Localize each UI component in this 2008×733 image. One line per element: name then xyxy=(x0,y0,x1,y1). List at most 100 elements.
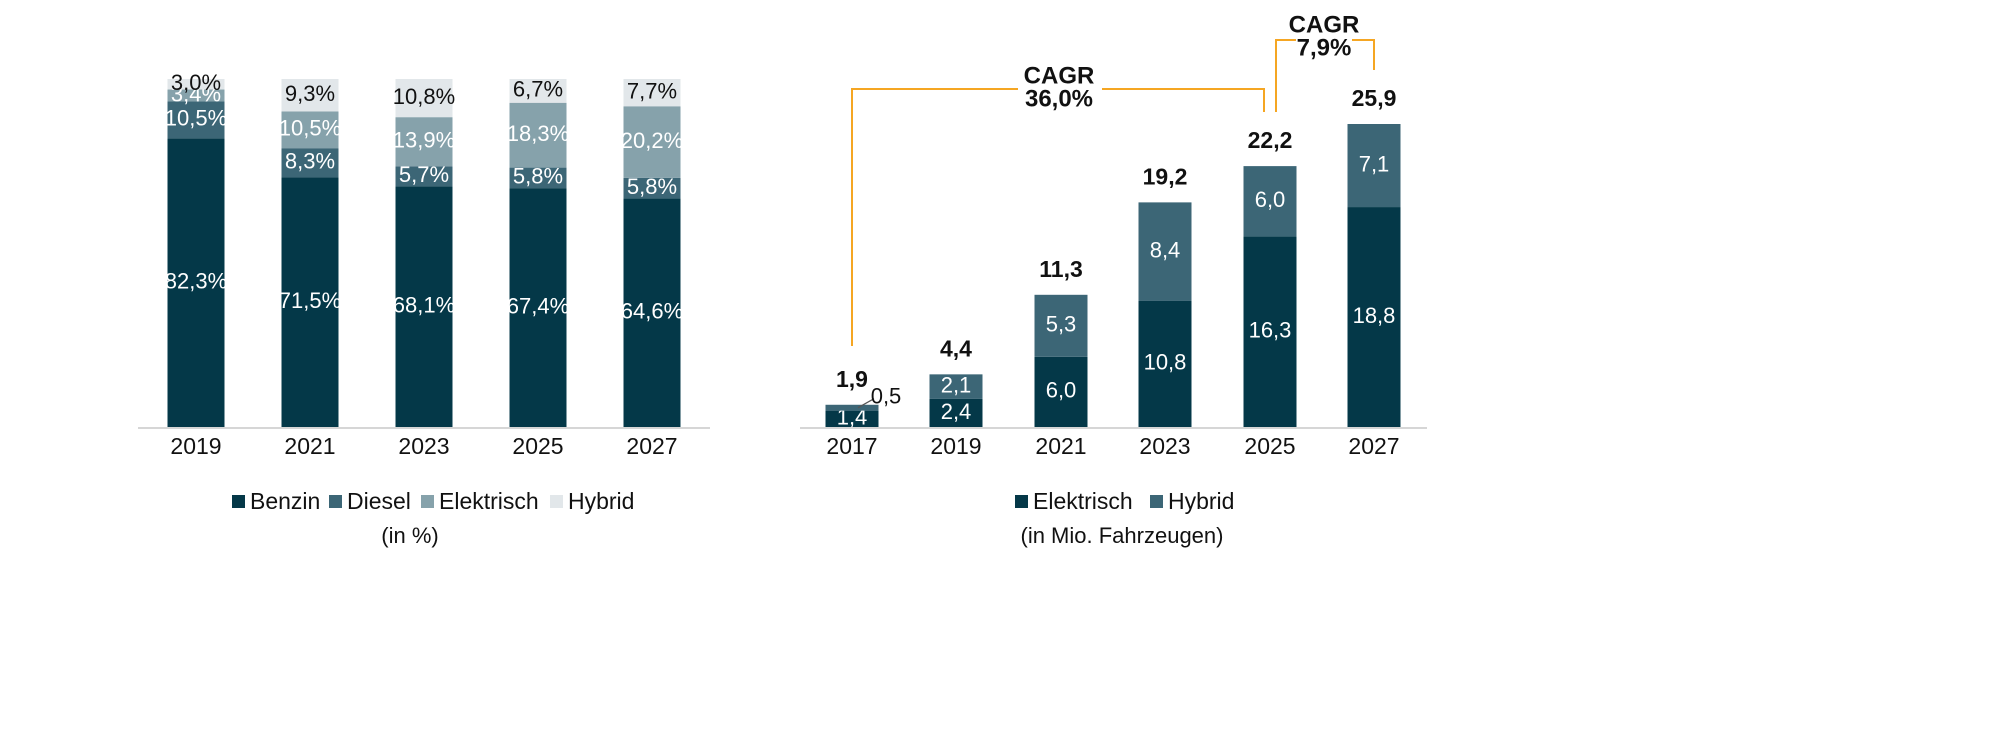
bar-segment-elektrisch-2023 xyxy=(395,117,453,167)
data-label-hybrid-2019: 3,0% xyxy=(171,70,221,95)
bar-segment-benzin-2027 xyxy=(623,198,681,427)
bar-segment-benzin-2021 xyxy=(281,177,339,427)
cagr-value-2: 7,9% xyxy=(1297,34,1352,61)
cagr-label-2: CAGR xyxy=(1289,11,1360,38)
bar-segment-hybrid-2025 xyxy=(509,79,567,103)
bar-segment-diesel-2021 xyxy=(281,148,339,178)
x-tick-label-2019: 2019 xyxy=(930,433,981,459)
x-tick-label-2021: 2021 xyxy=(284,433,335,459)
bar-segment-benzin-2019 xyxy=(167,138,225,427)
data-label-hybrid-2025: 6,7% xyxy=(513,77,563,102)
x-tick-label-2027: 2027 xyxy=(1348,433,1399,459)
data-label-elektrisch-2023: 13,9% xyxy=(393,128,455,153)
data-label-hybrid-2027: 7,1 xyxy=(1359,151,1390,176)
data-label-elektrisch-2019: 2,4 xyxy=(941,399,972,424)
bar-segment-elektrisch-2023 xyxy=(1138,300,1192,427)
legend-label-elektrisch: Elektrisch xyxy=(439,488,539,514)
bar-segment-hybrid-2027 xyxy=(623,79,681,107)
data-label-benzin-2019: 82,3% xyxy=(165,268,227,293)
data-label-hybrid-2025: 6,0 xyxy=(1255,187,1286,212)
bar-segment-elektrisch-2027 xyxy=(1347,207,1401,427)
x-tick-label-2023: 2023 xyxy=(1139,433,1190,459)
cagr-bracket-2017-2025 xyxy=(851,88,1265,346)
bar-segment-hybrid-2017 xyxy=(825,404,879,411)
data-label-hybrid-2019: 2,1 xyxy=(941,372,972,397)
bar-segment-elektrisch-2025 xyxy=(509,102,567,168)
bar-segment-elektrisch-2021 xyxy=(1034,356,1088,427)
data-label-benzin-2025: 67,4% xyxy=(507,293,569,318)
bar-segment-hybrid-2025 xyxy=(1243,166,1297,237)
bar-segment-elektrisch-2027 xyxy=(623,106,681,178)
bar-segment-diesel-2025 xyxy=(509,167,567,189)
bar-segment-diesel-2023 xyxy=(395,166,453,187)
data-label-hybrid-2027: 7,7% xyxy=(627,78,677,103)
data-label-diesel-2021: 8,3% xyxy=(285,148,335,173)
total-label-2023: 19,2 xyxy=(1143,163,1188,189)
legend-label-right-elektrisch: Elektrisch xyxy=(1033,488,1133,514)
bar-segment-hybrid-2019 xyxy=(167,79,225,90)
bar-segment-diesel-2027 xyxy=(623,177,681,199)
bar-segment-hybrid-2027 xyxy=(1347,124,1401,208)
bar-segment-elektrisch-2017 xyxy=(825,410,879,427)
x-tick-label-2025: 2025 xyxy=(1244,433,1295,459)
total-label-2021: 11,3 xyxy=(1039,256,1083,282)
data-label-elektrisch-2021: 10,5% xyxy=(279,116,341,141)
bar-segment-elektrisch-2019 xyxy=(929,398,983,427)
data-label-elektrisch-2025: 18,3% xyxy=(507,121,569,146)
legend-swatch-elektrisch xyxy=(421,495,434,508)
cagr-bracket-2025-2027 xyxy=(1275,39,1375,112)
bar-segment-hybrid-2023 xyxy=(1138,202,1192,301)
data-label-hybrid-2021: 5,3 xyxy=(1046,312,1077,337)
legend-label-benzin: Benzin xyxy=(250,488,320,514)
bar-segment-elektrisch-2025 xyxy=(1243,236,1297,427)
bar-segment-diesel-2019 xyxy=(167,101,225,139)
cagr-label-1: CAGR xyxy=(1024,62,1095,89)
legend-label-diesel: Diesel xyxy=(347,488,411,514)
total-label-2027: 25,9 xyxy=(1352,85,1397,111)
legend-swatch-hybrid xyxy=(550,495,563,508)
total-label-2025: 22,2 xyxy=(1248,127,1293,153)
legend-label-hybrid: Hybrid xyxy=(568,488,634,514)
data-label-hybrid-2023: 10,8% xyxy=(393,84,455,109)
x-tick-label-2017: 2017 xyxy=(826,433,877,459)
x-tick-label-2021: 2021 xyxy=(1035,433,1086,459)
bar-segment-benzin-2023 xyxy=(395,186,453,427)
legend-swatch-right-elektrisch xyxy=(1015,495,1028,508)
x-tick-label-2025: 2025 xyxy=(512,433,563,459)
data-label-benzin-2027: 64,6% xyxy=(621,298,683,323)
data-label-diesel-2019: 10,5% xyxy=(165,106,227,131)
x-tick-label-2023: 2023 xyxy=(398,433,449,459)
data-label-benzin-2021: 71,5% xyxy=(279,288,341,313)
legend-label-right-hybrid: Hybrid xyxy=(1168,488,1234,514)
data-label-diesel-2023: 5,7% xyxy=(399,162,449,187)
bar-segment-hybrid-2021 xyxy=(1034,294,1088,357)
bar-segment-benzin-2025 xyxy=(509,188,567,427)
bar-segment-elektrisch-2021 xyxy=(281,111,339,149)
total-label-2017: 1,9 xyxy=(836,366,868,392)
cagr-value-1: 36,0% xyxy=(1025,85,1093,112)
data-label-elektrisch-2027: 20,2% xyxy=(621,128,683,153)
data-label-hybrid-2021: 9,3% xyxy=(285,81,335,106)
bar-segment-hybrid-2023 xyxy=(395,79,453,118)
callout-line-hybrid-2017 xyxy=(857,398,875,409)
legend-swatch-diesel xyxy=(329,495,342,508)
bar-segment-hybrid-2019 xyxy=(929,374,983,399)
data-label-hybrid-2017: 0,5 xyxy=(871,384,902,409)
unit-label-right: (in Mio. Fahrzeugen) xyxy=(1021,523,1224,548)
data-label-elektrisch-2023: 10,8 xyxy=(1144,350,1187,375)
x-tick-label-2019: 2019 xyxy=(170,433,221,459)
data-label-elektrisch-2027: 18,8 xyxy=(1353,303,1396,328)
bar-segment-elektrisch-2019 xyxy=(167,89,225,102)
legend-swatch-benzin xyxy=(232,495,245,508)
unit-label-left: (in %) xyxy=(381,523,438,548)
legend-swatch-right-hybrid xyxy=(1150,495,1163,508)
total-label-2019: 4,4 xyxy=(940,335,972,361)
data-label-benzin-2023: 68,1% xyxy=(393,293,455,318)
x-tick-label-2027: 2027 xyxy=(626,433,677,459)
data-label-elektrisch-2025: 16,3 xyxy=(1249,317,1292,342)
data-label-diesel-2025: 5,8% xyxy=(513,164,563,189)
bar-segment-hybrid-2021 xyxy=(281,79,339,112)
data-label-elektrisch-2021: 6,0 xyxy=(1046,378,1077,403)
